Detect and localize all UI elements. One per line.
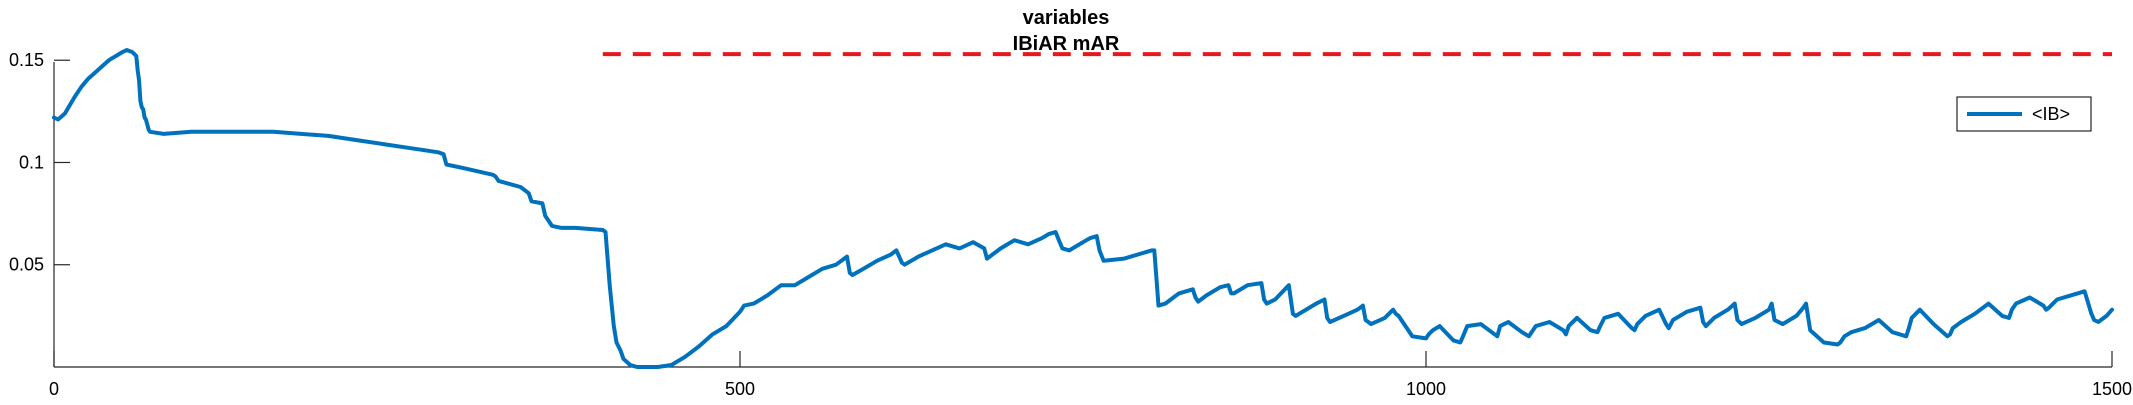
chart-title: variables bbox=[1023, 7, 1110, 29]
x-tick-label: 500 bbox=[725, 379, 755, 399]
y-tick-label: 0.15 bbox=[9, 50, 44, 70]
legend: <IB> bbox=[1956, 96, 2092, 132]
y-tick-label: 0.1 bbox=[19, 152, 44, 172]
x-tick-label: 1500 bbox=[2092, 379, 2132, 399]
series-group bbox=[52, 48, 2114, 369]
chart-subtitle: IBiAR mAR bbox=[1013, 33, 1120, 55]
axes: 0 500 1000 1500 0.05 0.1 0.15 bbox=[9, 50, 2132, 399]
series-line bbox=[52, 48, 2114, 369]
x-tick-label: 1000 bbox=[1406, 379, 1446, 399]
y-tick-label: 0.05 bbox=[9, 255, 44, 275]
x-tick-label: 0 bbox=[49, 379, 59, 399]
legend-entry-label: <IB> bbox=[2032, 104, 2070, 124]
